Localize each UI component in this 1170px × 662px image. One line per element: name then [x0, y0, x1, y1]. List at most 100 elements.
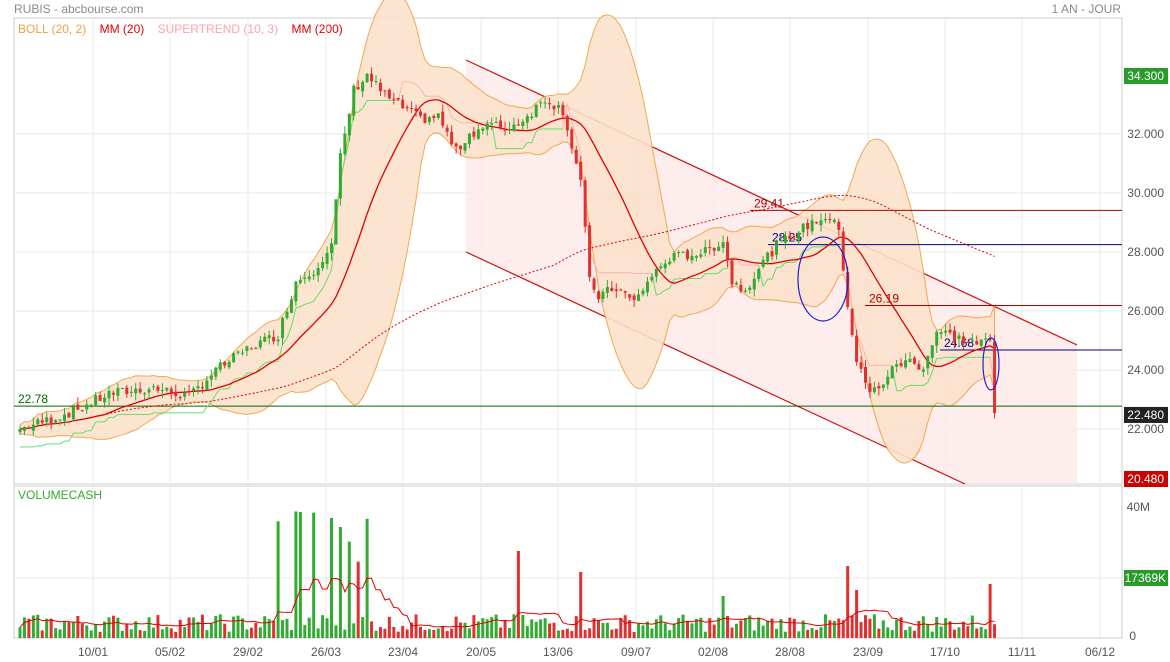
volume-bar	[770, 618, 774, 638]
volume-bar	[427, 629, 431, 638]
volume-bar	[783, 631, 787, 638]
candle-body	[107, 390, 111, 399]
legend-boll: BOLL (20, 2)	[18, 22, 87, 36]
volume-bar	[739, 620, 743, 638]
volume-bar	[485, 619, 489, 638]
supertrend-segment	[593, 263, 599, 273]
candle-body	[654, 268, 658, 277]
volume-bar	[597, 620, 600, 638]
volume-bar	[619, 617, 623, 638]
candle-body	[525, 116, 529, 123]
volume-bar	[512, 614, 516, 638]
supertrend-segment	[758, 264, 764, 287]
candle-body	[539, 102, 543, 104]
volume-bar	[414, 614, 418, 638]
candle-body	[307, 276, 311, 280]
candle-body	[686, 250, 689, 260]
volume-bar	[521, 614, 525, 638]
candle-body	[454, 143, 458, 147]
volume-bar	[71, 622, 75, 638]
candle-body	[490, 123, 494, 125]
highlight-ellipse	[797, 236, 849, 322]
candle-body	[908, 358, 912, 362]
supertrend-segment	[104, 417, 110, 423]
candle-body	[98, 395, 102, 401]
volume-bar	[681, 614, 685, 638]
volume-bar	[423, 630, 427, 638]
candle-body	[459, 145, 463, 150]
volume-bar	[752, 630, 756, 638]
volume-bar	[272, 620, 276, 638]
volume-bar	[890, 630, 894, 638]
max-price-label-bg	[1124, 68, 1168, 84]
candle-body	[868, 383, 872, 392]
volume-bar	[993, 624, 997, 638]
candle-body	[819, 220, 823, 226]
volume-bar	[178, 619, 182, 638]
volume-bar	[120, 630, 124, 638]
candle-body	[730, 260, 734, 285]
volume-bar	[948, 621, 952, 638]
volume-bar	[183, 627, 187, 638]
volume-bar	[810, 628, 814, 638]
candle-body	[516, 124, 520, 126]
candle-body	[223, 362, 227, 366]
candle-body	[948, 329, 952, 333]
volume-bar	[632, 631, 636, 638]
candle-body	[703, 247, 707, 253]
supertrend-segment	[148, 412, 154, 416]
volume-bar	[779, 619, 783, 638]
supertrend-segment	[718, 268, 724, 274]
volume-bar	[361, 617, 365, 638]
volume-bar	[743, 618, 747, 638]
volume-bar	[205, 630, 209, 638]
volume-bar	[396, 631, 400, 638]
candle-body	[245, 346, 249, 351]
volume-bar	[125, 623, 129, 638]
volume-bar	[957, 627, 961, 638]
candle-body	[890, 366, 894, 379]
supertrend-segment	[905, 384, 911, 388]
candle-body	[712, 248, 716, 251]
volume-bar	[761, 625, 765, 638]
volume-bar	[712, 624, 716, 638]
candle-body	[543, 102, 547, 104]
candle-body	[103, 397, 107, 403]
candle-body	[401, 99, 405, 109]
volume-bar	[757, 617, 761, 638]
candle-body	[984, 338, 988, 340]
volume-bar	[432, 629, 436, 638]
supertrend-segment	[304, 302, 310, 305]
candle-body	[432, 116, 436, 119]
volume-bar	[463, 622, 467, 638]
volume-bar	[605, 622, 609, 638]
volume-bar	[628, 620, 632, 638]
candle-body	[174, 391, 178, 397]
candle-body	[761, 259, 765, 267]
volume-bar	[921, 616, 925, 638]
volume-bar	[494, 614, 498, 638]
volume-bar	[637, 623, 641, 638]
candle-body	[392, 98, 396, 100]
supertrend-segment	[348, 112, 355, 141]
candle-body	[859, 362, 863, 369]
candle-body	[196, 386, 200, 389]
volume-bar	[516, 551, 520, 638]
candle-body	[957, 335, 961, 340]
volume-bar	[788, 617, 792, 638]
candle-body	[512, 124, 516, 131]
volume-bar	[579, 572, 583, 638]
supertrend-segment	[660, 289, 666, 294]
candle-body	[837, 221, 841, 230]
volume-bar	[338, 527, 342, 638]
volume-bar	[677, 618, 681, 638]
candle-body	[414, 108, 418, 112]
supertrend-segment	[313, 294, 319, 302]
candle-body	[739, 285, 743, 292]
candle-body	[365, 73, 369, 83]
candle-body	[792, 238, 796, 240]
supertrend-segment	[575, 136, 582, 154]
supertrend-segment	[210, 393, 217, 403]
candle-body	[312, 274, 316, 276]
supertrend-segment	[295, 306, 301, 309]
